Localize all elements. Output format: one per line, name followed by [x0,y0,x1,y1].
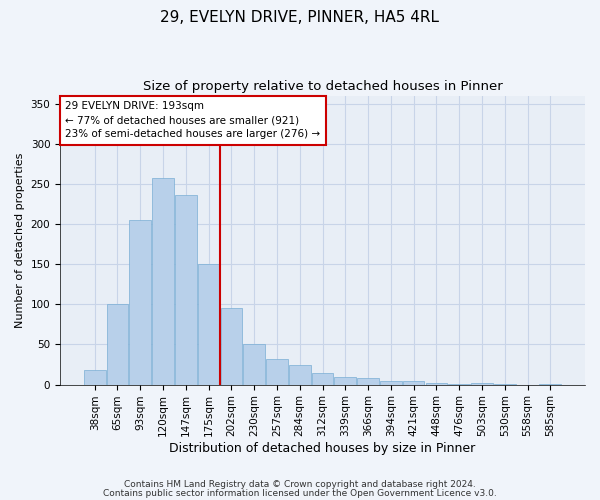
Bar [425,383,447,384]
Bar [130,220,151,384]
Bar [357,378,379,384]
Y-axis label: Number of detached properties: Number of detached properties [15,152,25,328]
Bar [198,264,220,384]
Bar [175,195,197,384]
Bar [289,366,311,384]
Title: Size of property relative to detached houses in Pinner: Size of property relative to detached ho… [143,80,502,93]
Text: 29, EVELYN DRIVE, PINNER, HA5 4RL: 29, EVELYN DRIVE, PINNER, HA5 4RL [161,10,439,25]
X-axis label: Distribution of detached houses by size in Pinner: Distribution of detached houses by size … [169,442,476,455]
Bar [311,372,334,384]
Bar [403,380,424,384]
Bar [221,308,242,384]
Text: Contains public sector information licensed under the Open Government Licence v3: Contains public sector information licen… [103,488,497,498]
Bar [380,382,401,384]
Text: Contains HM Land Registry data © Crown copyright and database right 2024.: Contains HM Land Registry data © Crown c… [124,480,476,489]
Bar [152,178,174,384]
Bar [471,383,493,384]
Bar [244,344,265,384]
Bar [334,376,356,384]
Text: 29 EVELYN DRIVE: 193sqm
← 77% of detached houses are smaller (921)
23% of semi-d: 29 EVELYN DRIVE: 193sqm ← 77% of detache… [65,102,320,140]
Bar [84,370,106,384]
Bar [266,359,288,384]
Bar [107,304,128,384]
